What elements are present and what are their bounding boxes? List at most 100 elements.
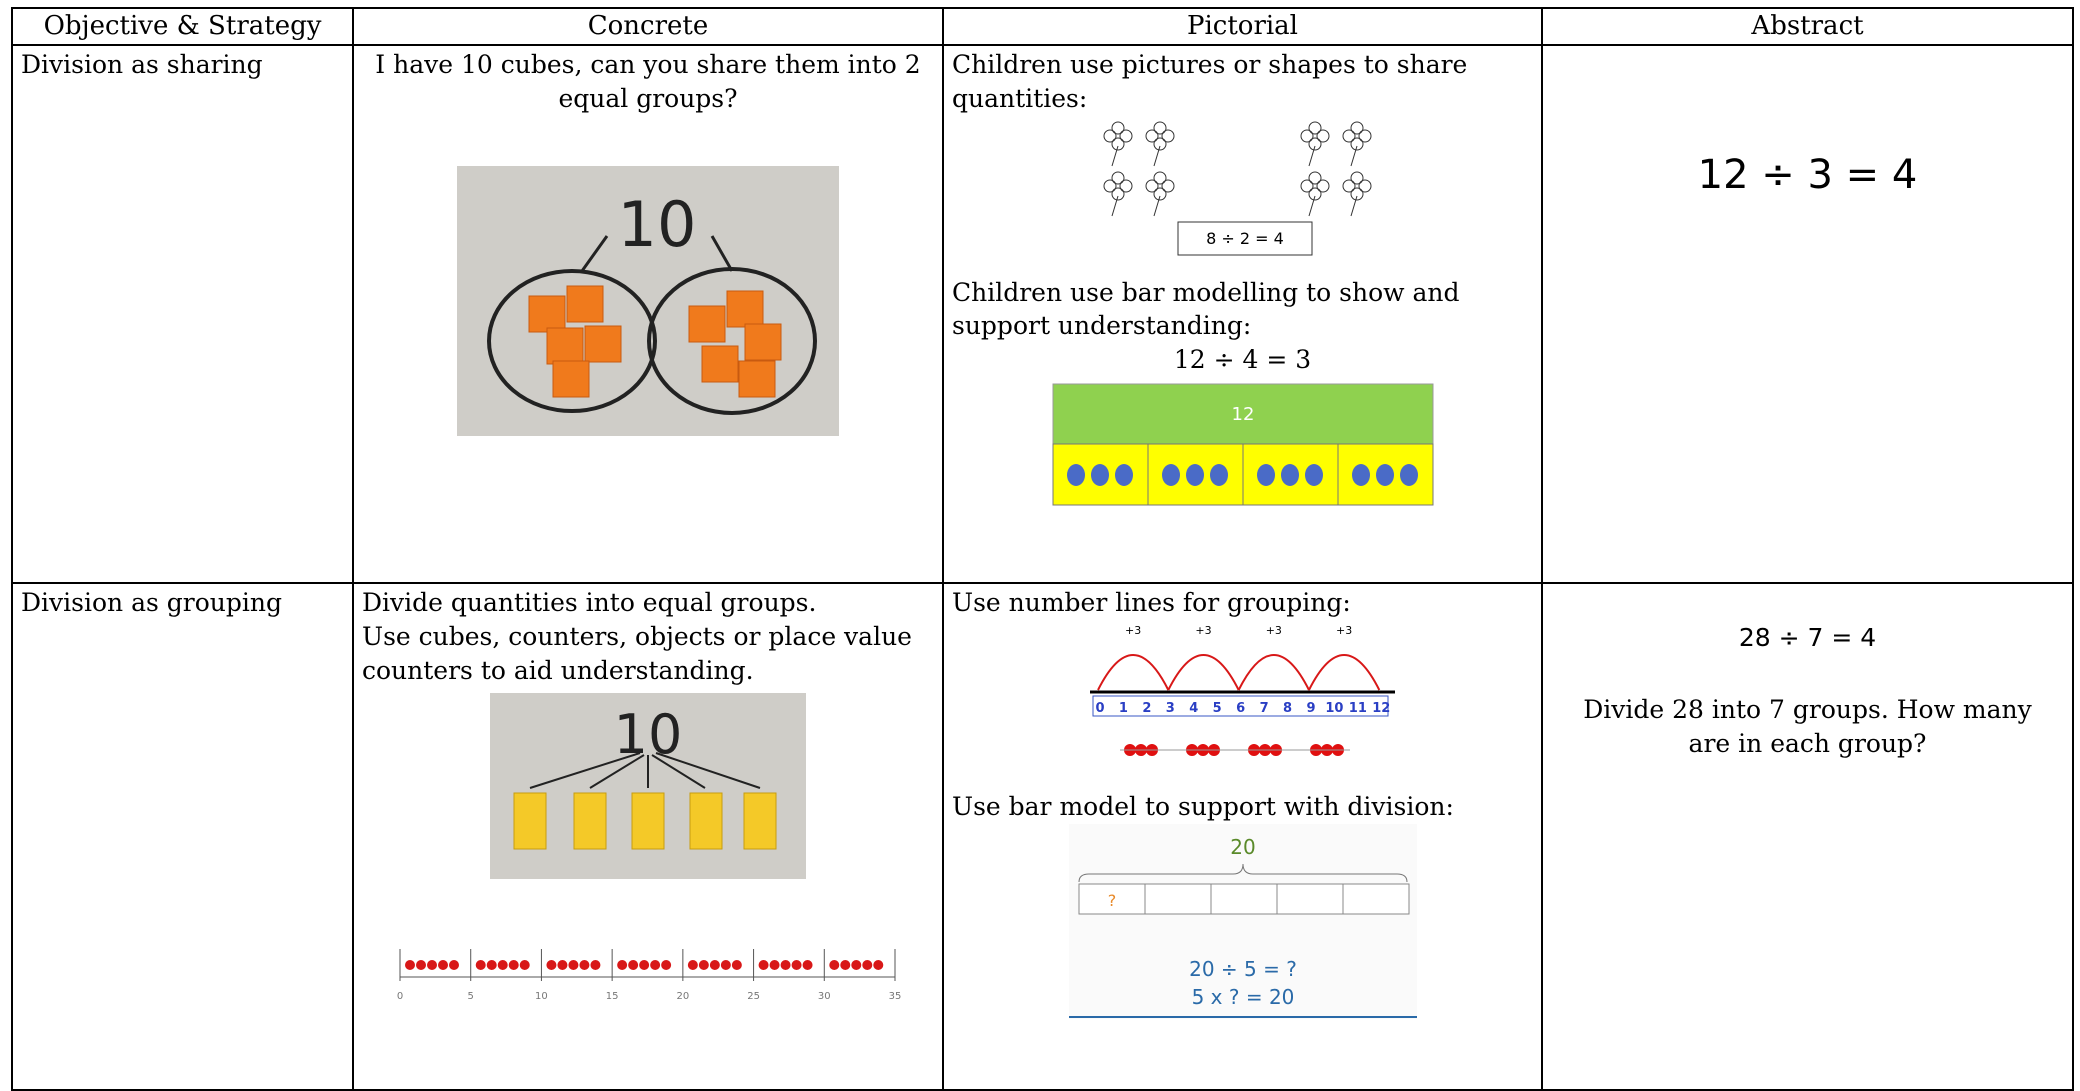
objective: Division as grouping — [11, 582, 354, 1091]
arrows — [529, 752, 761, 790]
equation-box — [1177, 221, 1312, 256]
dot — [1161, 463, 1180, 486]
cubes — [513, 792, 777, 850]
tick-label: 10 — [535, 991, 548, 1002]
flowers-figure: 8 ÷ 2 = 4 — [1103, 121, 1371, 256]
strategy-table: Objective & Strategy Concrete Pictorial … — [11, 6, 2074, 1091]
dot — [1185, 463, 1204, 486]
counter — [415, 960, 426, 971]
arrow — [580, 234, 734, 272]
header-cell: Concrete — [352, 6, 944, 47]
jump-arc — [1097, 653, 1170, 691]
circle — [487, 268, 657, 413]
counter — [627, 960, 638, 971]
counter — [448, 960, 459, 971]
pictorial-text: Children use pictures or shapes to share… — [952, 50, 1468, 113]
tick-label: 5 — [1213, 701, 1222, 716]
pictorial-cell: Children use pictures or shapes to share… — [942, 44, 1543, 585]
jump-arc — [1308, 653, 1381, 691]
concrete-cell: I have 10 cubes, can you share them into… — [352, 44, 944, 585]
bar-parts — [1078, 883, 1409, 915]
row: Division as sharing I have 10 cubes, can… — [11, 44, 2074, 585]
tick-label: 8 — [1283, 701, 1292, 716]
brace — [1078, 863, 1407, 882]
pictorial-text: Use bar model to support with division: — [952, 791, 1454, 821]
objective: Division as sharing — [11, 44, 354, 585]
counter — [698, 960, 709, 971]
counter — [780, 960, 791, 971]
pictorial-text: Children use bar modelling to show and s… — [952, 277, 1460, 341]
tick-label: 1 — [1119, 701, 1128, 716]
jump-arc — [1167, 653, 1240, 691]
counter — [486, 960, 497, 971]
abstract-equation: 12 ÷ 3 = 4 — [1697, 152, 1918, 199]
counter — [660, 960, 671, 971]
flowers — [1103, 121, 1371, 217]
bar-cell-label: ? — [1107, 891, 1116, 910]
counter — [769, 960, 780, 971]
counter — [731, 960, 742, 971]
axis-box — [1092, 695, 1389, 717]
dot — [1375, 463, 1394, 486]
tick-label: 6 — [1236, 701, 1245, 716]
counter — [872, 960, 883, 971]
row: Division as grouping Divide quantities i… — [11, 582, 2074, 1091]
bar-model: 20 ? 20 ÷ 5 = ? 5 x ? = 20 — [1068, 823, 1417, 1019]
counter — [519, 960, 530, 971]
tick-label: 15 — [605, 991, 618, 1002]
dots — [1066, 463, 1418, 486]
tick-label: 2 — [1142, 701, 1151, 716]
counter — [791, 960, 802, 971]
counter — [437, 960, 448, 971]
concrete-cell: Divide quantities into equal groups. Use… — [352, 582, 944, 1091]
jump-label: +3 — [1266, 624, 1282, 637]
cubes-photo: 10 — [490, 693, 806, 880]
header-cell: Pictorial — [942, 6, 1543, 47]
tick-label: 9 — [1306, 701, 1315, 716]
counter — [802, 960, 813, 971]
tick-label: 4 — [1189, 701, 1198, 716]
bar-parts — [1052, 443, 1433, 506]
counter — [475, 960, 486, 971]
dot — [1399, 463, 1418, 486]
counter — [861, 960, 872, 971]
abstract-cell: 28 ÷ 7 = 4 Divide 28 into 7 groups. How … — [1541, 582, 2074, 1091]
tick-label: 25 — [747, 991, 760, 1002]
dot — [1280, 463, 1299, 486]
counter — [709, 960, 720, 971]
jump-label: +3 — [1195, 624, 1211, 637]
tick-label: 35 — [888, 991, 901, 1002]
counter — [508, 960, 519, 971]
header-row: Objective & Strategy Concrete Pictorial … — [11, 6, 2074, 47]
equation: 12 ÷ 4 = 3 — [1173, 345, 1312, 375]
counter — [567, 960, 578, 971]
tick-label: 5 — [467, 991, 473, 1002]
dot — [1256, 463, 1275, 486]
figure-equation: 8 ÷ 2 = 4 — [1206, 229, 1284, 248]
tick-label: 11 — [1349, 701, 1367, 716]
jump-label: +3 — [1336, 624, 1352, 637]
tick-label: 3 — [1166, 701, 1175, 716]
figure-bg — [1068, 823, 1417, 1019]
counter — [404, 960, 415, 971]
counter — [578, 960, 589, 971]
bar-total-label: 20 — [1230, 835, 1255, 859]
number-line-figure: 0 1 2 3 4 5 6 7 8 9 10 11 12+3 +3 +3 +3 — [1090, 624, 1395, 756]
tick-label: 30 — [817, 991, 830, 1002]
counter — [828, 960, 839, 971]
dot — [1209, 463, 1228, 486]
dot — [1304, 463, 1323, 486]
counter — [850, 960, 861, 971]
bar-model: 12 — [1052, 383, 1433, 506]
concrete-text: Use cubes, counters, objects or place va… — [362, 621, 912, 685]
abstract-text: Divide 28 into 7 groups. How many are in… — [1583, 694, 2032, 758]
counter — [720, 960, 731, 971]
counter — [589, 960, 600, 971]
pictorial-text: Use number lines for grouping: — [952, 588, 1351, 618]
concrete-text: Divide quantities into equal groups. — [362, 588, 817, 618]
counter — [649, 960, 660, 971]
dot — [1090, 463, 1109, 486]
